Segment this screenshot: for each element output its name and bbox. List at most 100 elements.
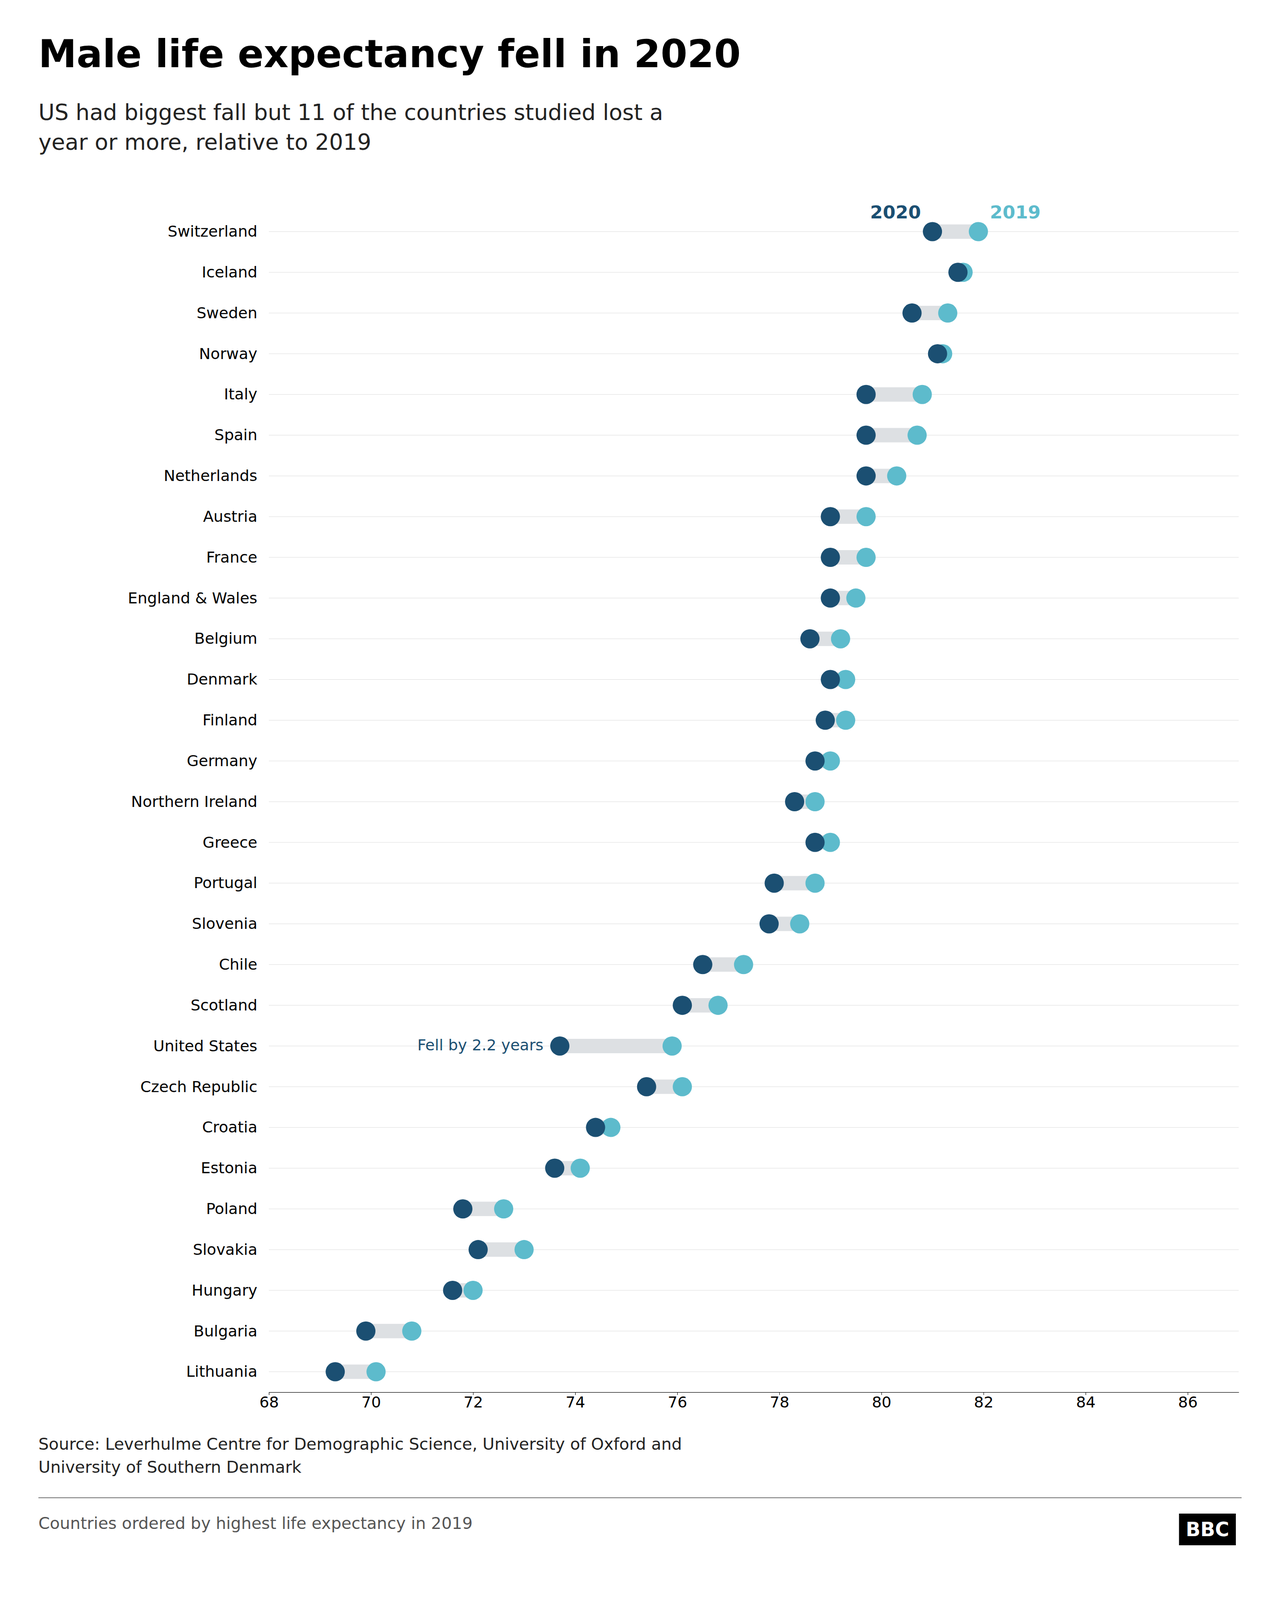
x-tick-label: 70 <box>361 1393 382 1412</box>
grid-line <box>268 720 1239 721</box>
grid-line <box>268 272 1239 273</box>
legend-label: 2019 <box>990 201 1041 223</box>
y-tick-label: Lithuania <box>186 1362 258 1381</box>
x-tick-label: 82 <box>974 1393 994 1412</box>
y-tick-label: Slovakia <box>193 1240 258 1259</box>
y-tick: Bulgaria <box>193 1321 258 1341</box>
dot <box>912 385 932 405</box>
x-tick-label: 76 <box>667 1393 688 1412</box>
x-tick: 84 <box>1075 1392 1096 1412</box>
annotation: Fell by 2.2 years <box>417 1036 544 1055</box>
y-tick-label: Austria <box>203 507 258 526</box>
grid-line <box>268 638 1239 640</box>
dot <box>790 914 810 934</box>
grid-line <box>268 1045 1239 1047</box>
y-tick-label: Croatia <box>202 1118 258 1137</box>
x-tick: 76 <box>667 1392 688 1412</box>
x-tick-label: 68 <box>259 1393 279 1412</box>
y-tick: Italy <box>224 385 258 404</box>
dot <box>846 588 866 608</box>
dot <box>887 466 907 486</box>
dot <box>805 792 825 812</box>
y-tick-label: Scotland <box>190 996 258 1015</box>
y-tick-label: Hungary <box>191 1281 258 1300</box>
y-tick-label: Bulgaria <box>193 1321 258 1341</box>
y-tick-label: Northern Ireland <box>131 792 258 811</box>
logo: BBC <box>1179 1513 1236 1546</box>
y-tick-label: Germany <box>186 751 258 771</box>
x-tick: 72 <box>463 1392 484 1412</box>
y-tick: Scotland <box>190 996 258 1015</box>
y-tick-label: Belgium <box>194 629 258 648</box>
y-tick-label: Iceland <box>201 263 258 282</box>
y-tick: Switzerland <box>167 222 258 241</box>
grid-line <box>268 557 1239 558</box>
source: Source: Leverhulme Centre for Demographi… <box>38 1434 682 1477</box>
y-tick: Greece <box>202 833 258 852</box>
dot <box>820 588 840 608</box>
dot <box>672 995 692 1015</box>
dot <box>570 1158 591 1178</box>
y-tick-label: France <box>206 548 258 567</box>
grid-line <box>268 1086 1239 1087</box>
dot <box>463 1280 483 1301</box>
x-tick: 78 <box>769 1392 790 1412</box>
y-tick: Finland <box>202 711 258 730</box>
grid-line <box>268 231 1239 232</box>
dot <box>948 262 968 282</box>
y-tick: Slovenia <box>192 914 258 933</box>
dot <box>672 1077 692 1097</box>
grid-line <box>268 475 1239 477</box>
grid-line <box>268 1208 1239 1210</box>
y-tick: Iceland <box>201 263 258 282</box>
y-tick: Denmark <box>186 670 258 689</box>
dot <box>734 954 754 975</box>
dot <box>856 425 876 446</box>
y-tick: Belgium <box>194 629 258 648</box>
x-tick-label: 72 <box>463 1393 484 1412</box>
dot <box>820 670 840 690</box>
y-tick-label: Portugal <box>193 873 258 893</box>
dot <box>902 303 922 323</box>
y-tick: Norway <box>199 344 258 363</box>
logo-text: BBC <box>1185 1518 1230 1541</box>
grid-line <box>268 1371 1239 1373</box>
y-tick: United States <box>153 1037 258 1056</box>
y-tick: Netherlands <box>163 466 258 485</box>
y-axis: SwitzerlandIcelandSwedenNorwayItalySpain… <box>127 222 258 1381</box>
y-tick: Chile <box>218 955 258 974</box>
dot <box>805 751 825 771</box>
dot <box>356 1321 376 1341</box>
x-tick: 68 <box>259 1392 279 1412</box>
footer: Countries ordered by highest life expect… <box>38 1513 473 1534</box>
y-tick: Portugal <box>193 873 258 893</box>
y-tick: Lithuania <box>186 1362 258 1381</box>
y-tick: France <box>206 548 258 567</box>
chart: Male life expectancy fell in 2020US had … <box>0 0 1280 1600</box>
dot <box>820 547 840 568</box>
dot <box>784 792 805 812</box>
dot <box>856 385 876 405</box>
dot <box>693 954 713 975</box>
separator <box>38 1497 1242 1499</box>
subtitle: US had biggest fall but 11 of the countr… <box>38 99 664 156</box>
y-tick: Czech Republic <box>140 1077 258 1097</box>
x-tick-label: 78 <box>769 1393 790 1412</box>
y-tick-label: Chile <box>218 955 258 974</box>
y-tick: Estonia <box>200 1159 258 1178</box>
dot <box>759 914 779 934</box>
grid-line <box>268 1127 1239 1128</box>
y-tick-label: United States <box>153 1037 258 1056</box>
dot <box>968 221 989 242</box>
dot <box>907 425 927 446</box>
dot <box>800 629 820 649</box>
dot <box>708 995 728 1015</box>
y-tick: Spain <box>214 425 258 445</box>
dot <box>585 1118 605 1138</box>
y-tick-label: Estonia <box>200 1159 258 1178</box>
x-tick: 70 <box>361 1392 382 1412</box>
y-tick-label: Netherlands <box>163 466 258 485</box>
grid-line <box>268 394 1239 395</box>
y-tick: Hungary <box>191 1281 258 1300</box>
y-tick-label: Italy <box>224 385 258 404</box>
